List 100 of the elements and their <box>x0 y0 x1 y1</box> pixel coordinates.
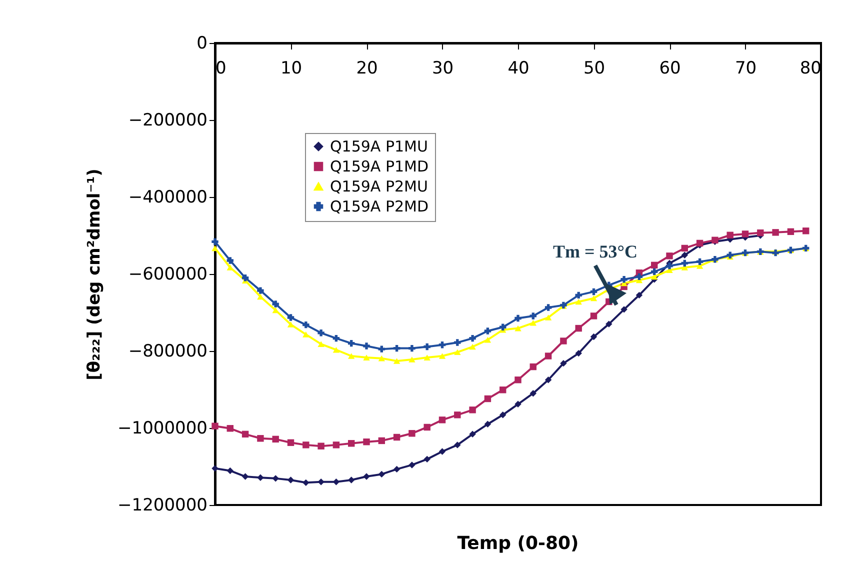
point <box>408 344 416 352</box>
x-tick-label: 10 <box>280 58 302 78</box>
x-tick-label: 20 <box>356 58 378 78</box>
point <box>378 346 386 352</box>
x-tick-label: 0 <box>216 58 226 78</box>
point <box>681 260 688 267</box>
point <box>332 334 340 342</box>
point <box>348 440 355 447</box>
point <box>242 473 249 480</box>
x-tick-label: 60 <box>659 58 681 78</box>
point <box>438 448 446 455</box>
point <box>242 274 249 282</box>
point <box>424 354 430 360</box>
point <box>393 358 400 364</box>
point <box>530 320 537 326</box>
point <box>620 306 628 313</box>
point <box>606 320 612 328</box>
legend-label: Q159A P2MD <box>330 198 429 216</box>
point <box>666 262 673 270</box>
point <box>348 353 355 359</box>
point <box>681 244 688 252</box>
point <box>696 258 704 266</box>
point <box>590 288 598 296</box>
point <box>636 273 643 280</box>
point <box>484 395 492 402</box>
point <box>499 412 506 418</box>
point <box>802 228 810 234</box>
point <box>484 328 492 334</box>
point <box>742 230 749 238</box>
legend-label: Q159A P1MD <box>330 158 429 176</box>
point <box>469 406 476 414</box>
point <box>590 333 598 340</box>
point <box>575 350 582 357</box>
point <box>302 321 310 328</box>
point <box>575 298 582 305</box>
point <box>454 339 461 346</box>
point <box>393 466 400 473</box>
point <box>332 346 340 353</box>
point <box>272 300 279 308</box>
point <box>650 268 658 276</box>
x-tick-label: 50 <box>583 58 606 78</box>
point <box>514 400 522 408</box>
point <box>469 334 476 342</box>
point <box>530 363 537 370</box>
y-tick-label: −1200000 <box>118 496 208 516</box>
x-tick-label: 80 <box>800 58 822 78</box>
point <box>484 420 492 428</box>
point <box>424 343 430 350</box>
point <box>469 430 476 438</box>
point <box>620 276 628 283</box>
point <box>757 229 764 236</box>
point <box>484 336 492 343</box>
point <box>499 324 506 330</box>
point <box>378 437 386 444</box>
point <box>438 416 446 424</box>
point <box>348 340 355 347</box>
point <box>287 314 294 321</box>
point <box>226 257 234 264</box>
point <box>575 324 582 332</box>
point <box>544 314 552 320</box>
y-tick-label: −600000 <box>128 264 208 284</box>
y-tick-label: −400000 <box>128 188 208 208</box>
point <box>560 360 567 367</box>
point <box>544 376 552 384</box>
point <box>560 338 567 344</box>
point <box>469 344 476 350</box>
point <box>726 232 734 238</box>
y-tick-label: 0 <box>196 34 208 54</box>
point <box>666 252 673 260</box>
point <box>257 294 264 300</box>
point <box>332 442 340 448</box>
point <box>575 292 582 299</box>
point <box>257 474 264 482</box>
point <box>772 229 779 236</box>
point <box>681 252 688 258</box>
point <box>257 435 264 442</box>
x-axis-title: Temp (0-80) <box>457 533 579 554</box>
point <box>272 436 279 443</box>
point <box>287 439 294 446</box>
y-axis-title: [θ₂₂₂] (deg cm²dmol⁻¹) <box>84 168 105 380</box>
point <box>363 342 370 350</box>
point <box>514 376 522 384</box>
point <box>454 412 461 418</box>
point <box>318 478 324 486</box>
point <box>636 292 643 299</box>
point <box>514 325 522 332</box>
point <box>393 344 400 352</box>
y-tick-label: −1000000 <box>118 418 208 438</box>
point <box>318 341 324 347</box>
point <box>287 322 294 328</box>
point <box>302 442 310 448</box>
point <box>212 465 218 472</box>
legend-label: Q159A P2MU <box>330 178 428 196</box>
point <box>212 245 218 252</box>
y-tick-label: −800000 <box>128 342 208 362</box>
y-tick-label: −200000 <box>128 110 208 130</box>
point <box>363 354 370 360</box>
point <box>590 295 598 302</box>
point <box>212 238 218 246</box>
point <box>318 442 324 450</box>
